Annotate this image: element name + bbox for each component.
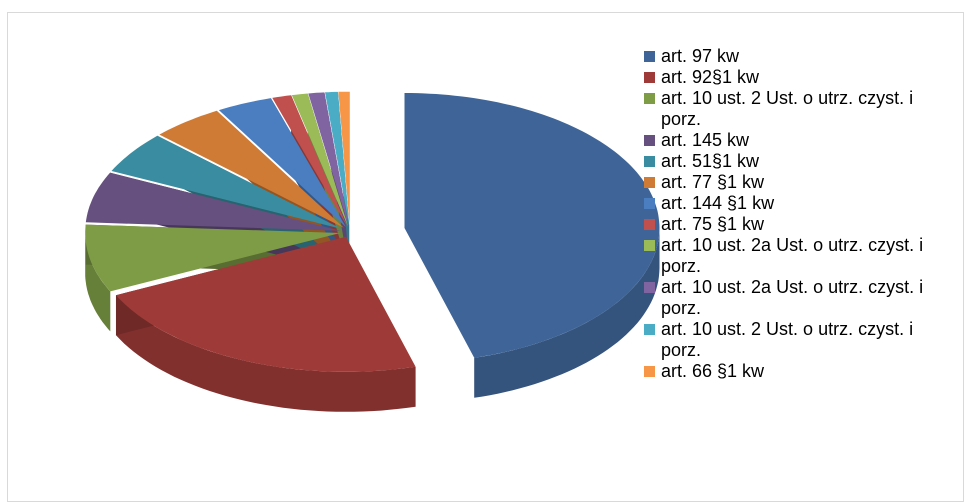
slice [338,91,350,227]
legend-label: art. 51§1 kw [661,151,760,171]
legend-swatch [644,156,655,167]
legend-swatch [644,135,655,146]
slice [325,91,350,227]
legend-item: art. 10 ust. 2 Ust. o utrz. czyst. i por… [644,319,949,361]
legend-item: art. 10 ust. 2a Ust. o utrz. czyst. i po… [644,277,949,319]
legend-item: art. 10 ust. 2a Ust. o utrz. czyst. i po… [644,235,949,277]
legend-label: art. 144 §1 kw [661,193,775,213]
legend-swatch [644,219,655,230]
legend-item: art. 77 §1 kw [644,172,949,193]
legend-label: art. 10 ust. 2 Ust. o utrz. czyst. i por… [661,319,914,360]
page: {"chart_data": {"type": "pie3d", "catego… [7,12,964,502]
legend-swatch [644,93,655,104]
legend-swatch [644,51,655,62]
chart [85,91,660,412]
legend-label: art. 145 kw [661,130,750,150]
slice [404,93,660,358]
slice [85,224,341,292]
legend-swatch [644,177,655,188]
legend-item: art. 144 §1 kw [644,193,949,214]
legend-label: art. 10 ust. 2 Ust. o utrz. czyst. i por… [661,88,914,129]
legend-label: art. 66 §1 kw [661,361,765,381]
legend-item: art. 145 kw [644,130,949,151]
legend-swatch [644,324,655,335]
legend-label: art. 92§1 kw [661,67,760,87]
legend-label: art. 77 §1 kw [661,172,765,192]
legend-swatch [644,198,655,209]
slice [116,236,416,372]
legend-swatch [644,366,655,377]
legend-item: art. 97 kw [644,46,949,67]
legend-label: art. 75 §1 kw [661,214,765,234]
legend: art. 97 kw art. 92§1 kw art. 10 ust. 2 Ust… [644,46,949,382]
legend-swatch [644,72,655,83]
legend-item: art. 10 ust. 2 Ust. o utrz. czyst. i por… [644,88,949,130]
legend-item: art. 66 §1 kw [644,361,949,382]
legend-label: art. 10 ust. 2a Ust. o utrz. czyst. i po… [661,235,924,276]
slice [218,98,346,228]
slice [272,95,348,227]
legend-label: art. 97 kw [661,46,740,66]
slice-side [116,295,416,412]
slice [291,93,349,227]
legend-item: art. 51§1 kw [644,151,949,172]
slice [85,172,341,231]
slice [159,110,344,228]
slice-side [85,233,111,332]
slice [111,135,342,229]
legend-swatch [644,282,655,293]
legend-item: art. 92§1 kw [644,67,949,88]
legend-swatch [644,240,655,251]
legend-label: art. 10 ust. 2a Ust. o utrz. czyst. i po… [661,277,924,318]
slice [308,92,349,227]
legend-item: art. 75 §1 kw [644,214,949,235]
slice-side [474,228,660,398]
